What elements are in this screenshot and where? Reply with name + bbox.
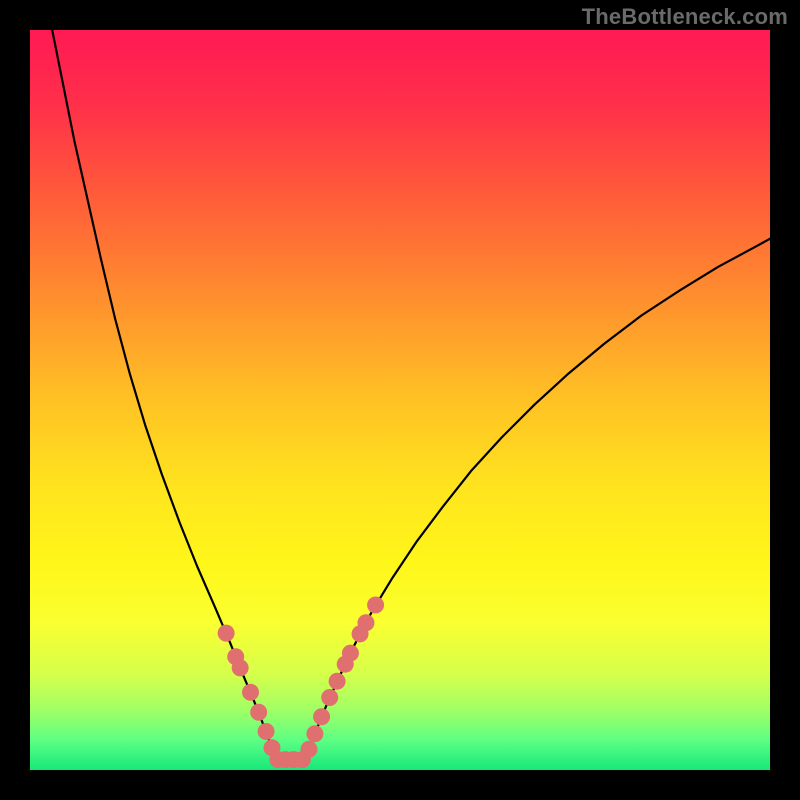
marker-left-5 <box>258 723 275 740</box>
marker-left-3 <box>242 684 259 701</box>
marker-left-4 <box>250 704 267 721</box>
marker-right-3 <box>321 689 338 706</box>
marker-right-8 <box>357 614 374 631</box>
left-curve-upper <box>52 30 197 567</box>
chart-svg <box>30 30 770 770</box>
watermark-text: TheBottleneck.com <box>582 4 788 30</box>
right-curve-upper <box>393 239 770 578</box>
v-curve <box>52 30 770 760</box>
marker-right-4 <box>329 673 346 690</box>
marker-right-2 <box>313 708 330 725</box>
marker-left-0 <box>218 625 235 642</box>
marker-right-0 <box>300 741 317 758</box>
marker-right-9 <box>367 596 384 613</box>
marker-right-1 <box>306 725 323 742</box>
marker-right-6 <box>342 645 359 662</box>
chart-plot-area <box>30 30 770 770</box>
marker-left-2 <box>232 659 249 676</box>
